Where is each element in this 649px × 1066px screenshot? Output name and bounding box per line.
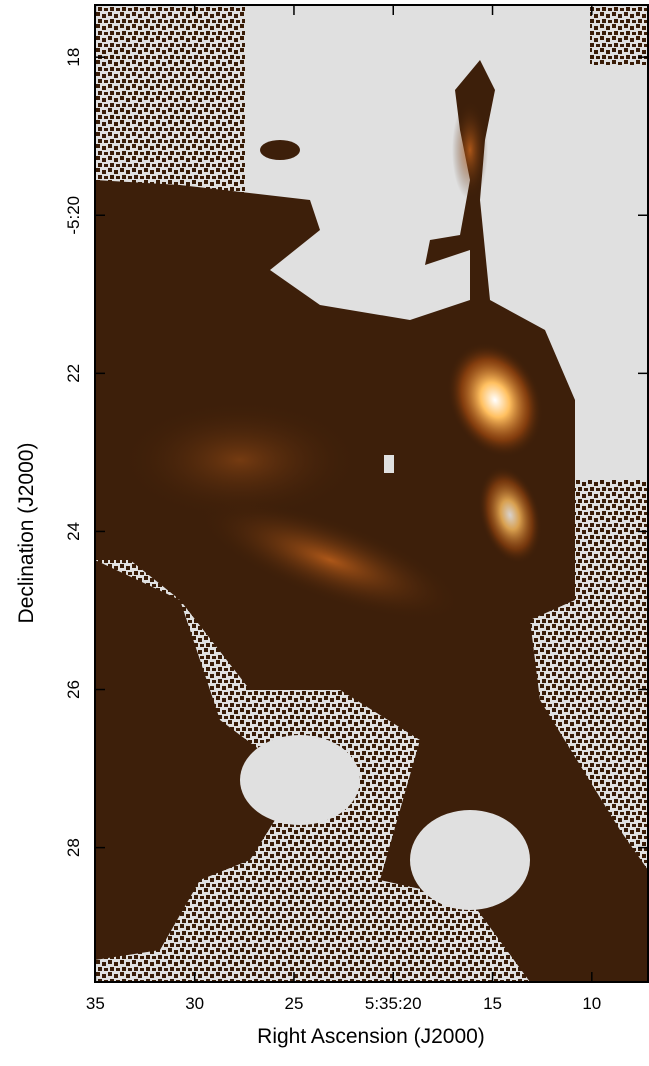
x-tick-label: 10 <box>582 994 601 1013</box>
chart: Right Ascension (J2000) Declination (J20… <box>0 0 649 1061</box>
x-tick-label: 35 <box>86 994 105 1013</box>
y-tick-label: 22 <box>64 364 83 383</box>
y-tick-label: 28 <box>64 838 83 857</box>
x-tick-label: 15 <box>483 994 502 1013</box>
y-tick-label: 18 <box>64 48 83 67</box>
x-tick-label: 25 <box>284 994 303 1013</box>
y-axis-label: Declination (J2000) <box>15 443 38 624</box>
y-tick-label: -5:20 <box>64 196 83 235</box>
x-axis-label: Right Ascension (J2000) <box>257 1025 485 1048</box>
image <box>95 5 648 982</box>
y-tick-label: 26 <box>64 680 83 699</box>
x-tick-label: 30 <box>185 994 204 1013</box>
x-tick-label: 5:35:20 <box>365 994 422 1013</box>
y-tick-label: 24 <box>64 522 83 541</box>
